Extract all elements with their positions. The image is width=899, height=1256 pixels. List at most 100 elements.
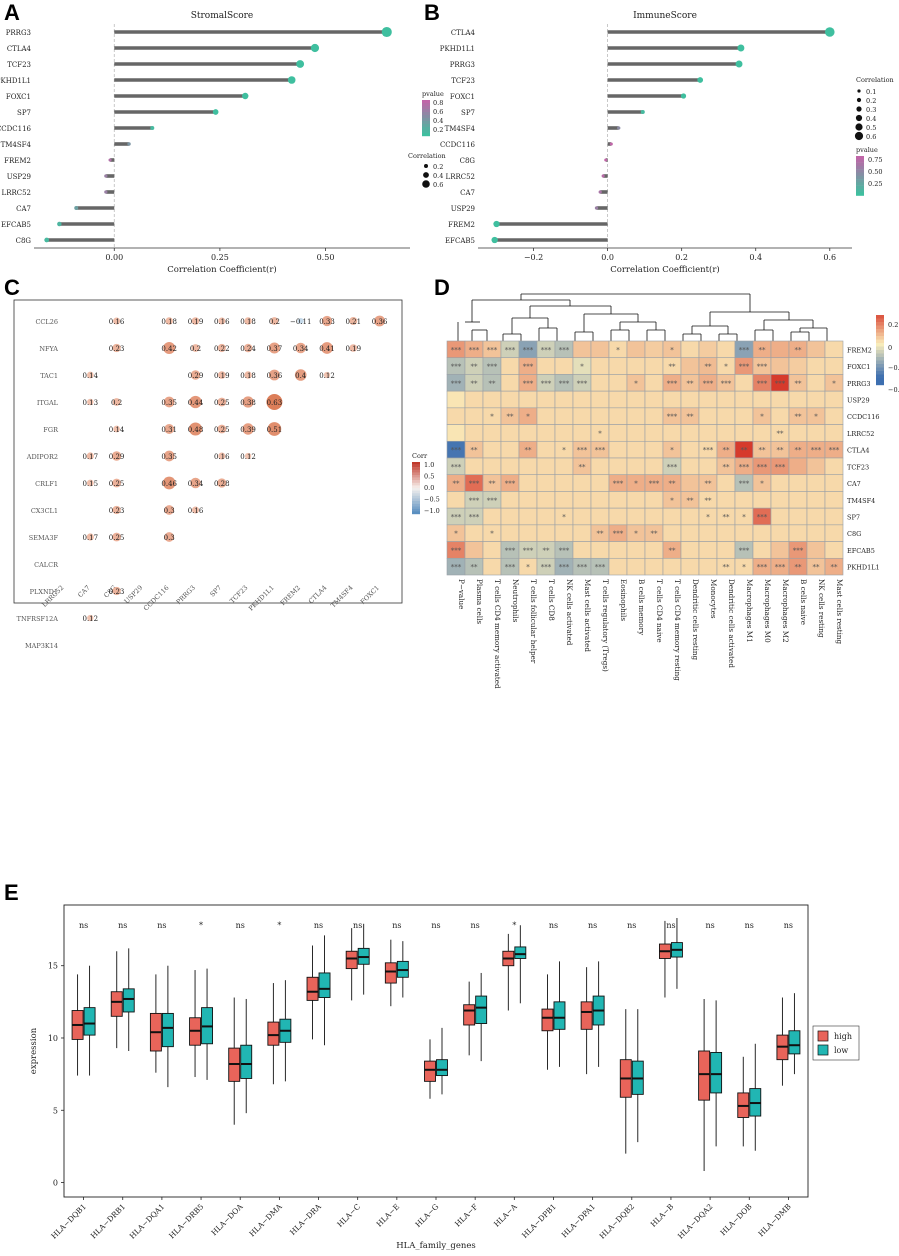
- heatmap-cell: [518, 474, 538, 492]
- corr-value-C: 0.14: [83, 372, 99, 380]
- legend-gradient-step-D: [876, 350, 884, 354]
- heatmap-star: **: [489, 480, 497, 488]
- heatmap-cell: [608, 507, 628, 526]
- heatmap-star: **: [669, 480, 677, 488]
- legend-tick-C: 0.5: [424, 473, 434, 481]
- corr-dot-C: [87, 614, 94, 622]
- row-label-D: FOXC1: [847, 363, 870, 371]
- corr-value-C: 0.18: [240, 372, 256, 380]
- heatmap-cell: [806, 340, 826, 359]
- col-label-D: Eosinophils: [619, 579, 628, 621]
- chart-title-B: ImmuneScore: [633, 11, 697, 21]
- row-label-D: C8G: [847, 530, 861, 538]
- col-label-D: B cells naive: [799, 579, 808, 625]
- lollipop-point-B: [617, 126, 621, 130]
- heatmap-cell: [680, 457, 700, 476]
- col-label-D: T cells regulatory (Tregs): [601, 579, 610, 672]
- heatmap-cell: [608, 407, 628, 425]
- significance-label-E: ns: [79, 921, 88, 930]
- significance-label-E: ns: [471, 921, 480, 930]
- heatmap-star: *: [670, 346, 674, 354]
- heatmap-cell: [554, 524, 574, 542]
- heatmap-cell: [644, 507, 664, 526]
- heatmap-cell: [698, 457, 718, 476]
- legend-gradient-step-B: [856, 172, 864, 176]
- gene-label-B: FREM2: [448, 221, 475, 229]
- heatmap-cell: [554, 457, 574, 476]
- lollipop-point-B: [598, 190, 602, 194]
- corr-dot-C: [323, 371, 331, 379]
- x-tick-label-E: HLA−DOA: [209, 1202, 245, 1238]
- heatmap-cell: [446, 390, 466, 409]
- legend-gradient-step-C: [412, 482, 420, 486]
- heatmap-cell: [770, 357, 790, 375]
- legend-gradient-step-D: [876, 367, 884, 372]
- corr-dot-C: [218, 452, 226, 460]
- col-label-D: Plasma cells: [475, 579, 484, 624]
- significance-label-E: *: [512, 921, 516, 930]
- corr-dot-C: [268, 369, 280, 381]
- legend-size-dot-B: [856, 97, 862, 103]
- heatmap-cell: [554, 390, 574, 409]
- corr-value-C: 0.4: [295, 372, 307, 380]
- heatmap-star: *: [562, 514, 566, 522]
- legend-tick-C: 1.0: [424, 461, 434, 469]
- corr-dot-C: [217, 371, 226, 379]
- panel-label-d: D: [434, 275, 450, 300]
- corr-dot-C: [267, 422, 282, 436]
- row-label-D: SP7: [847, 514, 860, 522]
- legend-gradient-step-D: [876, 353, 884, 358]
- legend-tick-corr-A: 0.2: [433, 163, 443, 171]
- heatmap-cell: [572, 407, 592, 425]
- heatmap-star: *: [670, 447, 674, 455]
- heatmap-star: ***: [757, 564, 768, 572]
- row-label-C: CALCR: [34, 561, 59, 569]
- legend-size-dot-B: [855, 123, 863, 131]
- lollipop-point-B: [640, 109, 645, 115]
- col-label-D: Macrophages M1: [745, 579, 754, 643]
- y-tick-label-E: 10: [48, 1034, 58, 1043]
- heatmap-cell: [536, 407, 556, 425]
- heatmap-cell: [626, 507, 646, 526]
- corr-value-C: 0.34: [188, 480, 204, 488]
- heatmap-cell: [806, 374, 826, 392]
- heatmap-star: *: [670, 497, 674, 505]
- heatmap-cell: [482, 424, 502, 442]
- heatmap-star: ***: [649, 480, 660, 488]
- x-tick-label-B: 0.6: [823, 253, 836, 262]
- heatmap-cell: [482, 507, 502, 526]
- heatmap-cell: [824, 557, 844, 576]
- heatmap-star: *: [634, 530, 638, 538]
- heatmap-star: **: [723, 564, 731, 572]
- box-low: [788, 1030, 801, 1055]
- heatmap-cell: [680, 340, 700, 359]
- corr-dot-C: [294, 369, 307, 381]
- legend-gradient-step-D: [876, 357, 884, 361]
- heatmap-cell: [500, 440, 520, 459]
- x-tick-label-E: HLA−E: [375, 1202, 402, 1229]
- heatmap-star: ***: [469, 480, 480, 488]
- heatmap-cell: [590, 507, 610, 526]
- corr-dot-C: [165, 317, 173, 325]
- heatmap-cell: [572, 507, 592, 526]
- heatmap-cell: [608, 440, 628, 459]
- lollipop-point-A: [104, 190, 108, 194]
- gene-label-B: USP29: [451, 205, 475, 213]
- corr-value-C: 0.3: [164, 534, 175, 542]
- heatmap-star: ***: [469, 497, 480, 505]
- col-label-D: Macrophages M0: [763, 579, 772, 643]
- heatmap-star: **: [687, 497, 695, 505]
- gene-label-B: C8G: [460, 157, 476, 165]
- heatmap-cell: [500, 491, 520, 509]
- heatmap-cell: [536, 457, 556, 476]
- heatmap-star: **: [471, 363, 479, 371]
- legend-gradient-step-D: [876, 381, 884, 386]
- heatmap-star: ***: [559, 380, 570, 388]
- panel-label-a: A: [4, 0, 20, 25]
- heatmap-cell: [770, 340, 790, 359]
- heatmap-cell: [626, 457, 646, 476]
- lollipop-point-B: [609, 142, 613, 146]
- corr-dot-C: [349, 344, 358, 352]
- corr-dot-C: [164, 532, 175, 542]
- row-label-C: PLXND1: [30, 588, 58, 596]
